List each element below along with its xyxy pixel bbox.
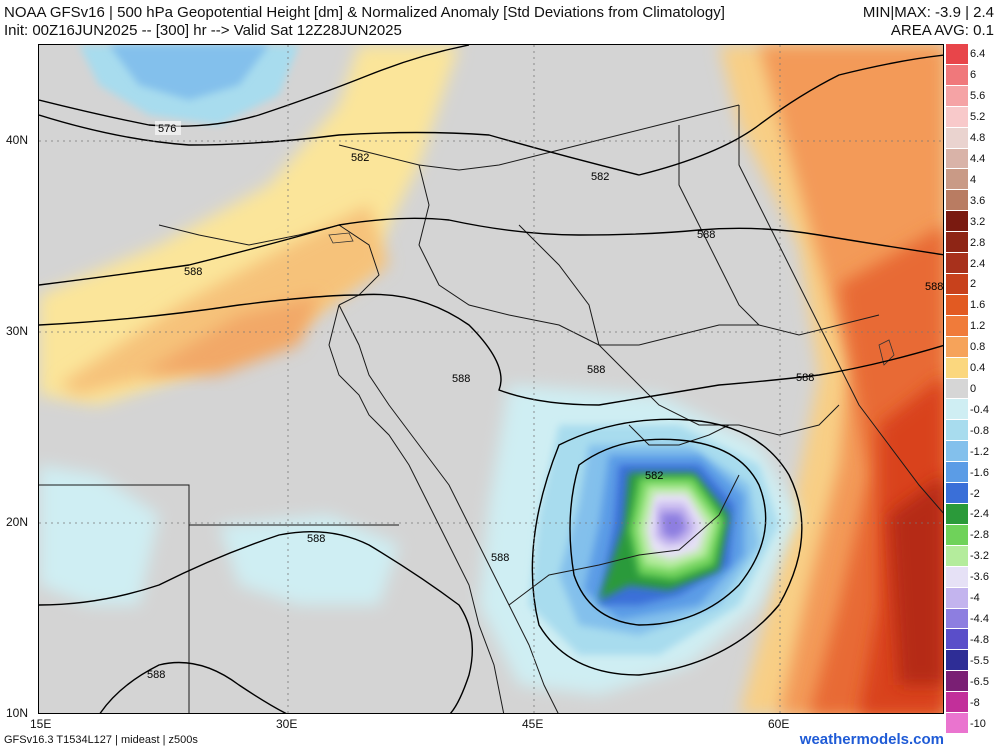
colorbar-swatch <box>946 294 968 316</box>
colorbar-swatch <box>946 420 968 442</box>
contour-labels: 576 582 582 588 588 588 588 588 588 582 … <box>147 121 943 681</box>
colorbar-swatch <box>946 106 968 128</box>
source-credit: weathermodels.com <box>799 731 944 748</box>
colorbar-swatch <box>946 483 968 504</box>
lat-label: 20N <box>6 515 29 529</box>
colorbar-swatch <box>946 629 968 651</box>
colorbar-swatch <box>946 274 968 295</box>
colorbar-label: -8 <box>970 696 980 709</box>
colorbar-label: -3.2 <box>970 550 989 563</box>
colorbar-label: 6.4 <box>970 48 986 61</box>
colorbar-swatch <box>946 524 968 546</box>
lat-label: 40N <box>6 133 29 147</box>
colorbar-label: 6 <box>970 69 977 82</box>
colorbar-swatch <box>946 64 968 86</box>
lon-label: 45E <box>522 717 544 731</box>
colorbar-label: 5.2 <box>970 111 986 124</box>
contour-label: 582 <box>351 152 369 164</box>
colorbar-label: 2.4 <box>970 257 986 270</box>
contour-label: 588 <box>697 229 715 241</box>
colorbar-swatch <box>946 127 968 149</box>
map-title: NOAA GFSv16 | 500 hPa Geopotential Heigh… <box>4 4 725 21</box>
colorbar-label: 1.6 <box>970 299 986 312</box>
lat-label: 10N <box>6 706 29 720</box>
colorbar-label: 5.6 <box>970 90 986 103</box>
colorbar-label: 4.4 <box>970 153 986 165</box>
contour-label: 588 <box>796 372 814 384</box>
contour-label: 588 <box>147 669 165 681</box>
colorbar-label: -6.5 <box>970 675 989 688</box>
min-max-readout: MIN|MAX: -3.9 | 2.4 <box>862 4 994 21</box>
colorbar-label: -10 <box>970 717 986 730</box>
colorbar-label: 0.8 <box>970 341 986 354</box>
colorbar-swatch <box>946 504 968 525</box>
colorbar-swatch <box>946 44 968 65</box>
colorbar-swatch <box>946 587 968 609</box>
colorbar-swatch <box>946 211 968 233</box>
colorbar <box>946 44 968 734</box>
colorbar-label: -0.4 <box>970 403 989 416</box>
colorbar-swatch <box>946 713 968 734</box>
contour-label: 582 <box>591 171 609 183</box>
contour-label: 588 <box>587 364 605 376</box>
colorbar-swatch <box>946 232 968 254</box>
colorbar-swatch <box>946 399 968 421</box>
anomaly-map: 576 582 582 588 588 588 588 588 588 582 … <box>39 45 943 713</box>
colorbar-label: 3.2 <box>970 215 986 228</box>
area-average-readout: AREA AVG: 0.1 <box>890 22 994 39</box>
colorbar-label: -4.4 <box>970 613 989 625</box>
lon-label: 30E <box>276 717 298 731</box>
colorbar-label: -0.8 <box>970 424 989 437</box>
contour-label: 576 <box>158 123 176 135</box>
colorbar-swatch <box>946 357 968 379</box>
colorbar-label: -1.2 <box>970 445 989 458</box>
colorbar-swatch <box>946 441 968 463</box>
colorbar-swatch <box>946 692 968 714</box>
contour-label: 588 <box>925 281 943 293</box>
colorbar-swatch <box>946 85 968 107</box>
colorbar-label: 1.2 <box>970 320 986 333</box>
colorbar-swatch <box>946 253 968 274</box>
colorbar-swatch <box>946 545 968 567</box>
colorbar-label: -1.6 <box>970 466 989 479</box>
contour-label: 588 <box>184 266 202 278</box>
colorbar-label: -2.4 <box>970 508 989 521</box>
model-info: GFSv16.3 T1534L127 | mideast | z500s <box>4 734 198 746</box>
contour-label: 582 <box>645 470 663 482</box>
lon-label: 60E <box>768 717 790 731</box>
colorbar-swatch <box>946 378 968 400</box>
colorbar-label: 2.8 <box>970 236 986 249</box>
colorbar-swatch <box>946 148 968 170</box>
colorbar-swatch <box>946 650 968 672</box>
colorbar-label: -2.8 <box>970 529 989 542</box>
colorbar-swatch <box>946 566 968 588</box>
colorbar-label: -2 <box>970 487 980 500</box>
colorbar-swatch <box>946 671 968 693</box>
colorbar-label: -4.8 <box>970 633 989 646</box>
map-panel: 576 582 582 588 588 588 588 588 588 582 … <box>38 44 944 714</box>
colorbar-label: -5.5 <box>970 654 989 667</box>
colorbar-swatch <box>946 462 968 484</box>
colorbar-label: 3.6 <box>970 194 986 207</box>
contour-label: 588 <box>491 552 509 564</box>
colorbar-swatch <box>946 336 968 358</box>
colorbar-swatch <box>946 169 968 191</box>
colorbar-swatch <box>946 315 968 337</box>
colorbar-swatch <box>946 608 968 630</box>
lon-label: 15E <box>30 717 52 731</box>
init-valid-time: Init: 00Z16JUN2025 -- [300] hr --> Valid… <box>4 22 402 39</box>
colorbar-swatch <box>946 190 968 212</box>
colorbar-label: -4 <box>970 592 980 605</box>
lat-label: 30N <box>6 324 29 338</box>
colorbar-label: 4.8 <box>970 132 986 145</box>
contour-label: 588 <box>307 533 325 545</box>
colorbar-label: -3.6 <box>970 571 989 584</box>
colorbar-label: 2 <box>970 278 977 291</box>
colorbar-label: 4 <box>970 173 977 186</box>
colorbar-label: 0.4 <box>970 362 986 375</box>
colorbar-label: 0 <box>970 383 977 395</box>
contour-label: 588 <box>452 373 470 385</box>
